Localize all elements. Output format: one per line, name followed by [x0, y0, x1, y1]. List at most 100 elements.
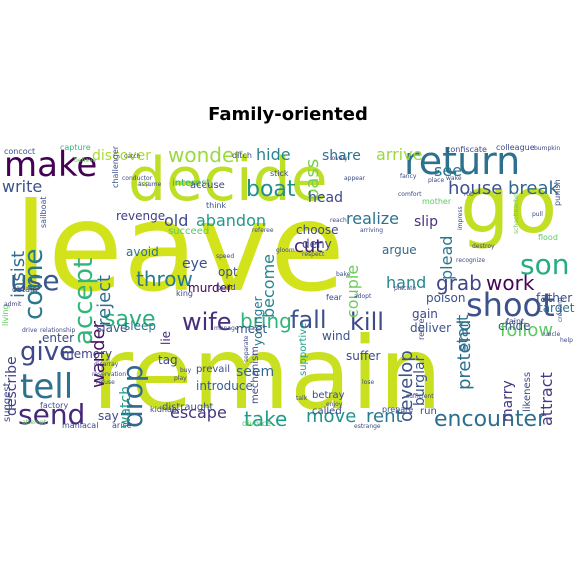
word-prepare: prepare [382, 405, 413, 414]
word-chide: chide [498, 319, 531, 333]
word-flood: flood [538, 233, 558, 242]
word-pass: pass [302, 159, 323, 200]
word-sleep: sleep [124, 319, 156, 333]
word-cut: cut [294, 236, 322, 257]
word-refuse: refuse [96, 379, 115, 386]
word-describe: describe [4, 356, 20, 416]
word-ditch: ditch [232, 151, 252, 160]
word-relationship: relationship [40, 327, 75, 334]
word-mother: mother [422, 197, 452, 206]
word-become: become [259, 254, 278, 318]
word-reject: reject [94, 275, 115, 326]
word-work: work [486, 271, 535, 295]
word-bring: bring [240, 309, 292, 333]
word-retire: retire [417, 318, 426, 340]
word-arise: arise [112, 421, 132, 430]
word-faint: faint [506, 317, 524, 326]
word-seem: seem [236, 364, 274, 380]
word-break: break [508, 178, 560, 199]
word-help: help [560, 337, 573, 344]
word-shoot: shoot [466, 286, 555, 324]
word-burglar: burglar [412, 355, 428, 406]
word-suggest: suggest [2, 382, 13, 422]
word-think: think [206, 201, 227, 210]
word-develop: develop [396, 350, 417, 422]
word-ship: ship [134, 179, 151, 188]
word-start: start [453, 315, 472, 352]
word-go: go [460, 161, 557, 251]
word-follow: follow [500, 320, 553, 341]
word-interest: interest [172, 178, 210, 189]
word-capture: capture [60, 143, 91, 152]
word-wind: wind [322, 329, 350, 343]
word-fear: fear [326, 293, 343, 302]
word-fall: fall [290, 306, 327, 334]
word-destroy: destroy [472, 243, 495, 250]
word-supportive: supportive [298, 323, 309, 376]
word-abandon: abandon [196, 211, 266, 230]
word-bumpkin: bumpkin [534, 145, 560, 152]
word-catch: catch [124, 153, 141, 160]
word-throw: throw [136, 267, 193, 291]
word-placate: placate [394, 285, 416, 292]
word-called: called [312, 406, 342, 417]
word-murder: murder [188, 281, 232, 295]
word-suffer: suffer [346, 349, 381, 363]
word-respect: respect [302, 251, 325, 258]
word-accept: accept [69, 258, 99, 345]
word-stick: stick [270, 169, 289, 178]
word-schoolteacher: schoolteacher [513, 191, 520, 234]
word-share: share [322, 148, 361, 164]
word-lovely: lovely [330, 155, 348, 162]
word-behave: behave [74, 157, 97, 164]
word-run: run [420, 406, 437, 417]
word-maniacal: maniacal [62, 421, 98, 430]
word-give: give [20, 337, 75, 367]
word-target: target [538, 301, 575, 315]
word-arriving: arriving [360, 227, 383, 234]
word-gain: gain [412, 307, 438, 321]
word-argue: argue [382, 243, 417, 257]
word-attract: attract [537, 372, 556, 426]
word-remain: remain [92, 315, 442, 430]
cloud-title: Family-oriented [208, 104, 368, 125]
word-make: make [4, 145, 97, 185]
word-eye: eye [182, 256, 208, 272]
word-take: take [244, 407, 287, 430]
word-reach: reach [330, 217, 347, 224]
word-pretend: pretend [454, 320, 475, 390]
word-comfort: comfort [398, 191, 422, 198]
word-drive: drive [22, 327, 37, 334]
word-creating: creating [557, 297, 564, 322]
word-impress: impress [457, 206, 464, 230]
word-watch: watch [118, 386, 134, 428]
word-build: build [216, 283, 236, 292]
word-speed: speed [216, 253, 234, 260]
word-accuse: accuse [190, 180, 225, 191]
word-challenger: challenger [111, 145, 120, 188]
word-tag: tag [158, 353, 178, 367]
word-divorce: divorce [242, 419, 271, 428]
word-meet: meet [236, 322, 267, 336]
word-gloom: gloom [276, 247, 295, 254]
word-wonder: wonder [168, 143, 243, 167]
word-bake: bake [336, 271, 351, 278]
word-rent: rent [366, 406, 403, 427]
word-younger: younger [251, 296, 265, 346]
word-sailboat: sailboat [39, 196, 48, 228]
word-grab: grab [436, 271, 482, 295]
word-see: see [434, 161, 462, 180]
word-realize: realize [346, 209, 399, 228]
word-deny: deny [302, 237, 332, 251]
word-revenge: revenge [116, 209, 165, 223]
word-adopt: adopt [354, 293, 372, 300]
word-deliver: deliver [410, 321, 451, 335]
word-prevail: prevail [196, 364, 230, 375]
word-wife: wife [182, 308, 232, 336]
word-tell: tell [20, 367, 73, 407]
word-living: living [1, 304, 10, 326]
word-distraught: distraught [162, 402, 214, 413]
word-couple: couple [343, 265, 362, 318]
word-enter: enter [42, 331, 74, 345]
word-return: return [404, 140, 520, 183]
